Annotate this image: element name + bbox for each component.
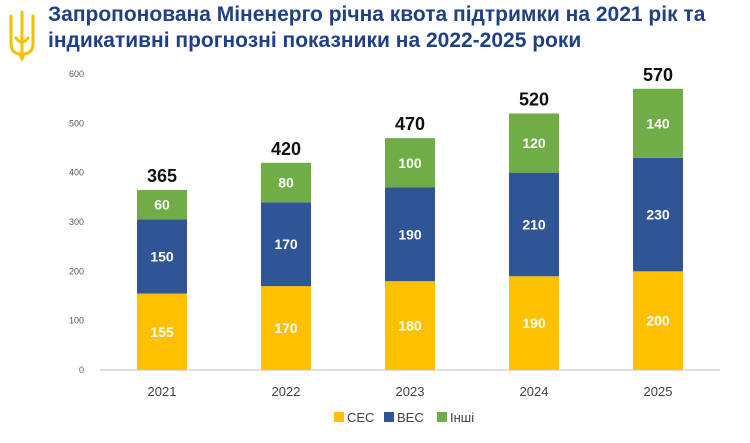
data-label: 170 — [274, 320, 298, 336]
trident-icon — [9, 10, 35, 62]
chart-title-line-1: Запропонована Міненерго річна квота підт… — [48, 3, 706, 26]
bar-segment — [385, 281, 435, 370]
data-label: 80 — [278, 175, 294, 191]
y-tick-label: 500 — [69, 118, 84, 128]
bar-segment — [137, 189, 187, 220]
y-tick-label: 200 — [69, 266, 84, 276]
chart-title-line-2: індикативні прогнозні показники на 2022-… — [48, 29, 582, 52]
legend-swatch — [334, 412, 344, 422]
data-label: 190 — [398, 226, 422, 242]
bar-segment — [509, 276, 559, 370]
y-tick-label: 0 — [79, 365, 84, 375]
total-label: 420 — [271, 139, 301, 159]
data-label: 180 — [398, 318, 422, 334]
bar-segment — [261, 202, 311, 287]
legend-label: СЕС — [347, 410, 374, 425]
data-label: 140 — [646, 115, 670, 131]
y-tick-label: 400 — [69, 168, 84, 178]
bar-segment — [509, 113, 559, 173]
x-tick-label: 2021 — [148, 384, 177, 399]
legend-swatch — [384, 412, 394, 422]
bar-segment — [137, 219, 187, 294]
data-label: 155 — [150, 324, 174, 340]
data-label: 170 — [274, 236, 298, 252]
total-label: 470 — [395, 114, 425, 134]
bar-segment — [261, 286, 311, 370]
legend-label: ВЕС — [397, 410, 424, 425]
chart-title: Запропонована Міненерго річна квота підт… — [48, 2, 738, 54]
y-tick-label: 100 — [69, 316, 84, 326]
bar-segment — [137, 293, 187, 370]
data-label: 200 — [646, 313, 670, 329]
legend-swatch — [437, 412, 447, 422]
x-tick-label: 2025 — [644, 384, 673, 399]
bar-segment — [385, 187, 435, 282]
x-tick-label: 2023 — [396, 384, 425, 399]
y-tick-label: 600 — [69, 69, 84, 79]
total-label: 365 — [147, 166, 177, 186]
x-tick-label: 2022 — [272, 384, 301, 399]
total-label: 570 — [643, 65, 673, 85]
x-tick-label: 2024 — [520, 384, 549, 399]
total-label: 520 — [519, 89, 549, 109]
data-label: 60 — [154, 197, 170, 213]
y-tick-label: 300 — [69, 217, 84, 227]
data-label: 120 — [522, 135, 546, 151]
bar-segment — [385, 138, 435, 188]
data-label: 210 — [522, 216, 546, 232]
bar-segment — [261, 162, 311, 203]
legend-label: Інші — [450, 410, 474, 425]
bar-segment — [633, 88, 683, 158]
data-label: 190 — [522, 315, 546, 331]
data-label: 230 — [646, 207, 670, 223]
bar-segment — [633, 157, 683, 272]
data-label: 100 — [398, 155, 422, 171]
bar-segment — [633, 271, 683, 370]
bar-segment — [509, 172, 559, 277]
data-label: 150 — [150, 249, 174, 265]
